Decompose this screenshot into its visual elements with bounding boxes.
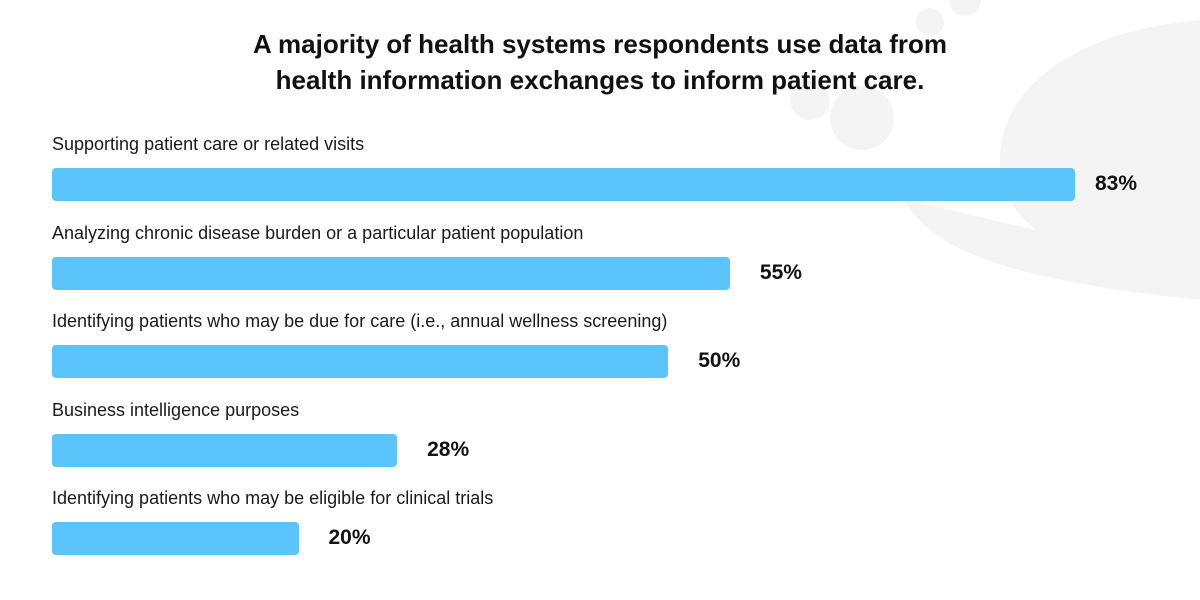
bar-row: Supporting patient care or related visit… (52, 133, 1172, 213)
bar-row: Analyzing chronic disease burden or a pa… (52, 222, 1172, 302)
bar-value-label: 55% (759, 260, 802, 284)
bar-row: Identifying patients who may be due for … (52, 310, 1172, 390)
bar-value-label: 83% (1095, 172, 1138, 195)
bar (52, 168, 1075, 201)
bar-row: Identifying patients who may be eligible… (52, 487, 1172, 567)
chart-title-line-2: health information exchanges to inform p… (275, 65, 925, 95)
bar-value-label: 50% (698, 349, 741, 372)
chart-title: A majority of health systems respondents… (150, 26, 1050, 98)
bar-value-label: 28% (427, 437, 470, 461)
bar-row: Business intelligence purposes 28% (52, 399, 1172, 479)
category-label: Business intelligence purposes (52, 399, 300, 420)
bar (52, 433, 398, 467)
chart-title-line-1: A majority of health systems respondents… (253, 29, 947, 59)
category-label: Supporting patient care or related visit… (52, 134, 365, 154)
bar (52, 345, 669, 378)
category-label: Identifying patients who may be due for … (52, 311, 668, 331)
category-label: Identifying patients who may be eligible… (52, 488, 494, 508)
bar-value-label: 20% (328, 526, 371, 549)
bar (52, 256, 730, 290)
bar (52, 522, 299, 555)
category-label: Analyzing chronic disease burden or a pa… (52, 222, 584, 243)
